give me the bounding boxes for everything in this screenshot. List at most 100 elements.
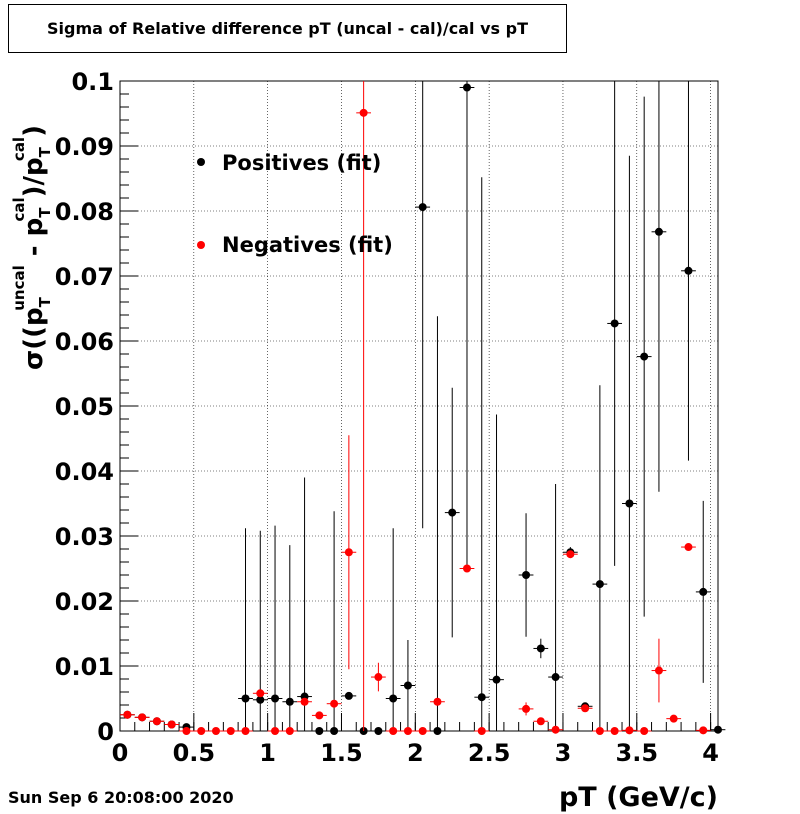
data-point [418,203,427,212]
data-point [610,727,619,735]
data-point [330,699,339,708]
ylabel-sub-t2: T [36,207,54,218]
ylabel-minus: - p [19,218,49,266]
y-tick-label: 0.07 [55,263,114,291]
x-tick-label: 1 [259,739,276,767]
y-tick-label: 0.03 [55,523,114,551]
ylabel-sup-cal2: cal [10,137,28,161]
x-tick-label: 4 [702,739,719,767]
y-tick-label: 0.01 [55,653,114,681]
data-point [654,227,663,236]
legend: Positives (fit) Negatives (fit) [197,151,393,257]
data-point [448,508,457,517]
data-point [522,571,531,579]
data-point [433,727,442,735]
data-point [344,691,353,700]
data-point [699,587,708,596]
data-point [581,704,590,713]
y-tick-labels: 0 0.01 0.02 0.03 0.04 0.05 0.06 0.07 0.08 0.09 0.1 [55,68,114,746]
data-point [462,564,471,573]
data-point [492,675,501,684]
svg-text:σ((pTuncal - pTcal)/pTcal): σ((pTuncal - pTcal)/pTcal) [10,125,54,370]
data-point [300,697,309,706]
y-tick-label: 0.08 [55,198,114,226]
data-point [389,694,398,703]
plot-frame [119,80,719,732]
data-point [566,550,575,559]
data-point [182,727,191,735]
data-point [433,697,442,706]
y-tick-label: 0.04 [55,458,114,486]
x-tick-label: 3.5 [616,739,659,767]
ylabel-sigma: σ((p [19,307,49,370]
data-point [123,710,132,719]
chart-title: Sigma of Relative difference pT (uncal -… [8,4,567,53]
ylabel-sub-t1: T [36,296,54,307]
ylabel-sup-cal1: cal [10,197,28,221]
data-point [152,717,161,726]
data-point [536,644,545,653]
y-tick-label: 0.09 [55,133,114,161]
data-point [625,499,634,508]
data-point [610,319,619,328]
data-point [330,727,339,735]
data-point [551,673,560,682]
data-point [315,711,324,720]
y-tick-label: 0.06 [55,328,114,356]
ylabel-sub-t3: T [36,146,54,157]
ylabel-div: )/p [19,157,49,197]
x-tick-labels: 0 0.5 1 1.5 2 2.5 3 3.5 4 [112,739,719,767]
data-point [285,697,294,706]
legend-marker-positives [197,158,205,166]
data-point [640,727,649,735]
ylabel-close: ) [19,125,49,137]
x-tick-label: 1.5 [320,739,363,767]
data-point [167,720,176,729]
data-point [256,689,265,698]
y-tick-label: 0.05 [55,393,114,421]
data-point [211,727,220,735]
data-point [699,726,708,735]
data-point [226,727,235,735]
data-point [684,543,693,552]
y-axis-label: σ((pTuncal - pTcal)/pTcal) [10,125,54,370]
data-point [522,704,531,713]
x-tick-label: 3 [555,739,572,767]
series-positives [120,81,726,735]
data-point [477,693,486,702]
data-point [625,726,634,735]
data-point [418,727,427,735]
data-point [241,727,250,735]
grid-lines [120,81,718,731]
data-point [285,727,294,735]
data-point [241,694,250,703]
data-point [403,727,412,735]
x-tick-label: 2.5 [468,739,511,767]
y-tick-label: 0.1 [71,68,114,96]
ylabel-sup-uncal: uncal [10,265,28,311]
data-point [271,694,280,703]
timestamp: Sun Sep 6 20:08:00 2020 [8,788,234,807]
data-point [595,727,604,735]
data-point [197,727,206,735]
data-point [477,727,486,735]
legend-label-negatives: Negatives (fit) [222,233,393,257]
data-point [640,352,649,361]
data-series [120,81,726,735]
legend-label-positives: Positives (fit) [222,151,381,175]
data-point [684,266,693,275]
data-point [669,714,678,723]
data-point [344,548,353,557]
data-point [374,727,383,735]
data-point [403,681,412,690]
data-point [271,727,280,735]
x-axis-label: pT (GeV/c) [559,782,718,813]
x-tick-label: 0 [112,739,129,767]
data-point [462,83,471,92]
data-point [551,725,560,734]
data-point [359,108,368,117]
axis-ticks [119,80,712,732]
data-point [374,673,383,682]
data-point [595,580,604,589]
